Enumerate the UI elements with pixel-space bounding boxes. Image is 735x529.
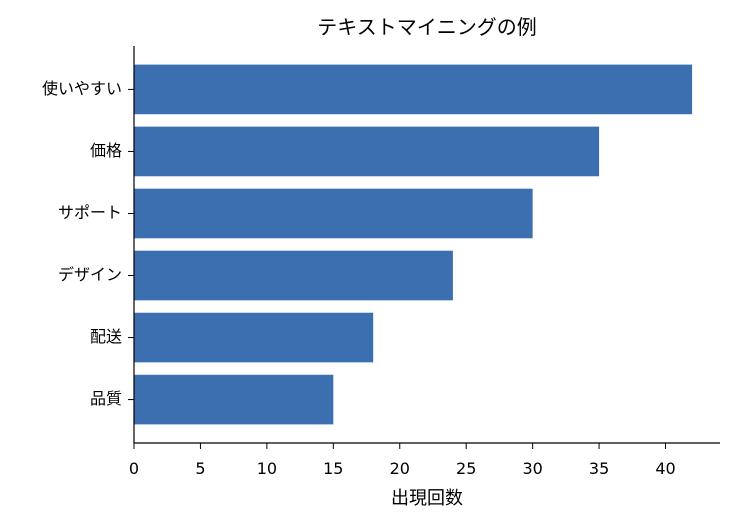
x-tick-label-1: 5 — [195, 459, 205, 478]
x-tick-label-5: 25 — [456, 459, 476, 478]
bar-5 — [134, 374, 334, 425]
x-axis-ticks: 0 5 10 15 20 25 30 35 40 — [129, 443, 676, 478]
x-tick-label-0: 0 — [129, 459, 139, 478]
x-tick-label-6: 30 — [522, 459, 542, 478]
bar-2 — [134, 188, 533, 239]
bar-3 — [134, 250, 453, 301]
x-tick-label-8: 40 — [655, 459, 675, 478]
y-tick-label-5: 品質 — [90, 389, 122, 408]
x-tick-label-2: 10 — [257, 459, 277, 478]
bar-4 — [134, 312, 374, 363]
x-axis-label: 出現回数 — [391, 488, 463, 509]
x-tick-label-4: 20 — [390, 459, 410, 478]
y-tick-label-0: 使いやすい — [42, 79, 122, 98]
bar-1 — [134, 126, 600, 177]
chart-title: テキストマイニングの例 — [317, 15, 536, 39]
y-tick-label-3: デザイン — [58, 265, 122, 284]
y-tick-label-1: 価格 — [90, 141, 122, 160]
y-tick-label-2: サポート — [58, 203, 122, 222]
bar-0 — [134, 64, 693, 115]
bars-layer — [134, 64, 693, 425]
x-tick-label-7: 35 — [589, 459, 609, 478]
x-tick-label-3: 15 — [323, 459, 343, 478]
y-tick-label-4: 配送 — [90, 327, 122, 346]
